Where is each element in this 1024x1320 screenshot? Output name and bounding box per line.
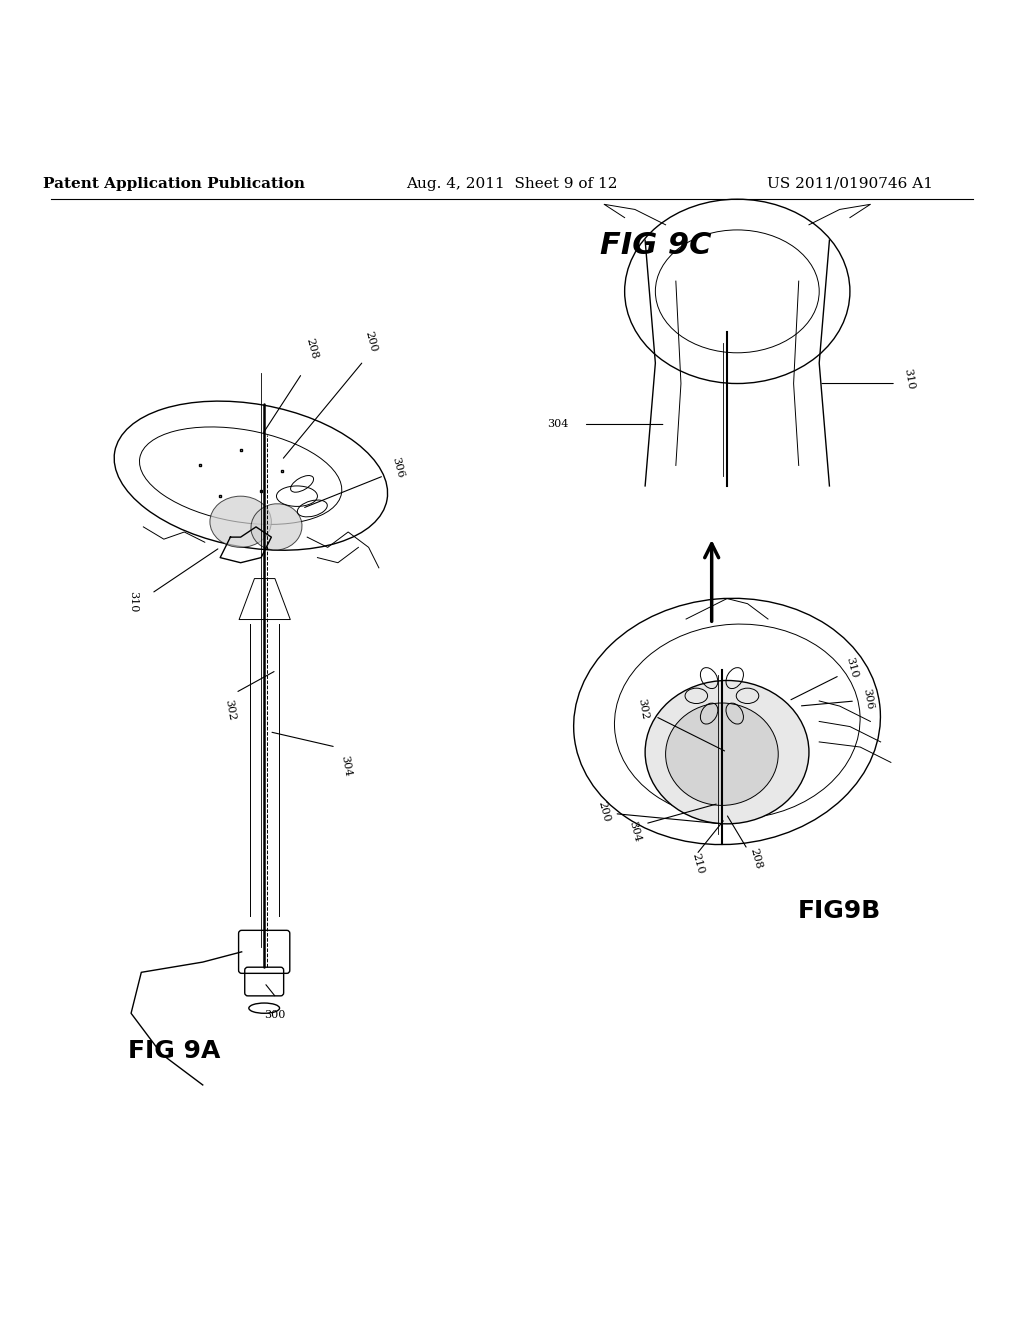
Text: 208: 208	[749, 847, 763, 870]
Text: 310: 310	[902, 368, 916, 391]
Text: FIG 9C: FIG 9C	[600, 231, 711, 260]
Text: US 2011/0190746 A1: US 2011/0190746 A1	[767, 177, 933, 191]
Text: 200: 200	[364, 330, 378, 352]
Text: 304: 304	[547, 420, 568, 429]
Text: 304: 304	[628, 821, 642, 843]
Text: FIG 9A: FIG 9A	[128, 1039, 220, 1063]
Text: 300: 300	[264, 1010, 285, 1020]
Text: Aug. 4, 2011  Sheet 9 of 12: Aug. 4, 2011 Sheet 9 of 12	[407, 177, 617, 191]
Text: 208: 208	[305, 337, 319, 360]
Text: 306: 306	[390, 455, 404, 479]
Text: 200: 200	[597, 800, 611, 824]
Ellipse shape	[251, 504, 302, 550]
Text: Patent Application Publication: Patent Application Publication	[43, 177, 305, 191]
Text: 210: 210	[691, 853, 706, 875]
Text: 306: 306	[861, 688, 876, 710]
Text: 310: 310	[128, 591, 138, 612]
Text: 304: 304	[339, 754, 353, 777]
Text: 302: 302	[636, 698, 650, 721]
Ellipse shape	[645, 681, 809, 824]
Text: 302: 302	[223, 698, 238, 722]
Ellipse shape	[210, 496, 271, 548]
Text: FIG9B: FIG9B	[798, 899, 882, 923]
Ellipse shape	[666, 704, 778, 805]
Text: 310: 310	[845, 656, 859, 678]
